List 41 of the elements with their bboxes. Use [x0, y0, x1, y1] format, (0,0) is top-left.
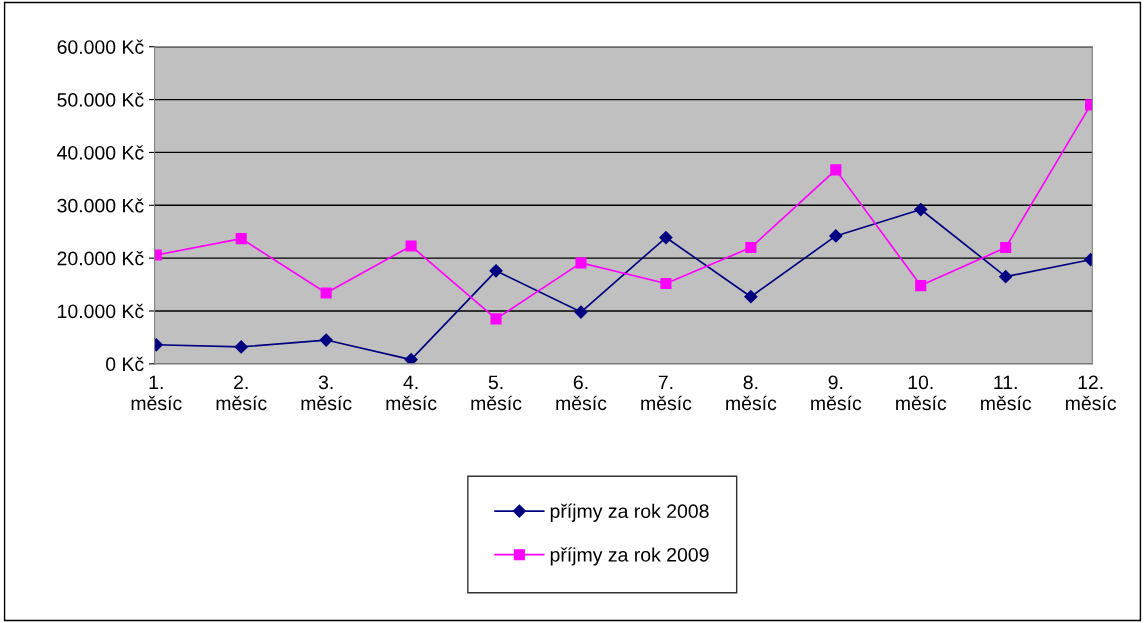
point: [830, 164, 842, 176]
point: [320, 287, 332, 299]
point: [319, 333, 333, 347]
x-tick-label: 9. měsíc: [811, 375, 862, 411]
point: [1000, 242, 1012, 254]
x-tick-label: 5. měsíc: [471, 375, 522, 411]
point: [404, 353, 418, 364]
legend-label: příjmy za rok 2009: [550, 547, 709, 566]
x-tick-label: 7. měsíc: [641, 375, 692, 411]
point: [745, 242, 757, 254]
x-tick-label: 2. měsíc: [216, 375, 267, 411]
point: [575, 257, 587, 269]
point: [999, 270, 1013, 284]
x-tick-label: 8. měsíc: [726, 375, 777, 411]
y-tick-label: 30.000 Kč: [57, 198, 144, 213]
point: [660, 277, 672, 290]
point: [915, 280, 927, 292]
point: [574, 305, 588, 319]
x-tick-label: 10. měsíc: [896, 375, 947, 411]
point: [405, 240, 417, 252]
y-tick-label: 0 Kč: [106, 356, 144, 372]
point: [235, 233, 247, 245]
point: [489, 264, 503, 278]
x-tick-label: 1. měsíc: [131, 375, 182, 411]
point: [744, 290, 758, 304]
point: [829, 229, 843, 243]
x-tick-label: 11. měsíc: [981, 375, 1032, 411]
y-tick-label: 60.000 Kč: [57, 39, 144, 54]
y-tick-label: 50.000 Kč: [57, 92, 144, 107]
x-tick-label: 4. měsíc: [386, 375, 437, 411]
x-tick-label: 12. měsíc: [1065, 375, 1117, 411]
x-tick-label: 3. měsíc: [301, 375, 352, 411]
point: [914, 202, 928, 217]
x-tick-label: 6. měsíc: [556, 375, 607, 411]
point: [234, 340, 248, 354]
legend-label: příjmy za rok 2008: [550, 503, 709, 522]
y-tick-label: 20.000 Kč: [57, 251, 144, 266]
y-tick-label: 40.000 Kč: [57, 145, 144, 160]
y-tick-label: 10.000 Kč: [58, 303, 144, 319]
point: [659, 230, 673, 245]
point: [490, 313, 502, 325]
